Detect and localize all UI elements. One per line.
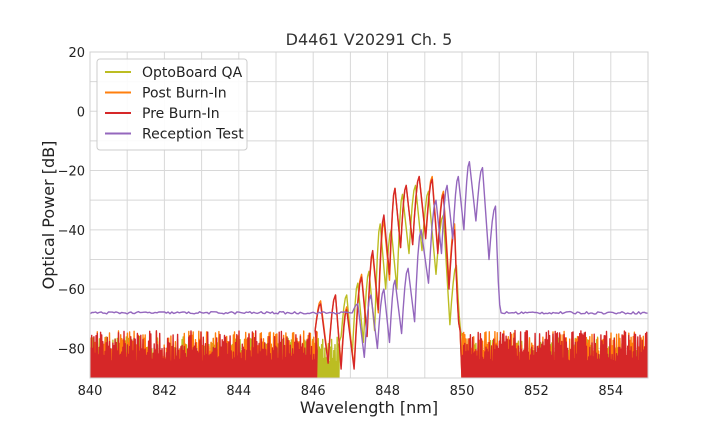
series-layer	[90, 161, 648, 378]
x-tick-labels: 840 842 844 846 848 850 852 854	[78, 384, 624, 399]
y-tick-label: −80	[58, 342, 85, 357]
x-tick-label: 850	[450, 384, 475, 399]
x-tick-label: 842	[152, 384, 177, 399]
y-tick-label: 0	[77, 105, 85, 120]
y-tick-label: −40	[58, 224, 85, 239]
y-tick-label: −20	[58, 165, 85, 180]
x-tick-label: 844	[226, 384, 251, 399]
y-axis-label: Optical Power [dB]	[39, 141, 58, 290]
x-tick-label: 848	[375, 384, 400, 399]
y-tick-label: −60	[58, 283, 85, 298]
x-tick-label: 852	[524, 384, 549, 399]
legend-entry: Post Burn-In	[142, 86, 227, 102]
x-tick-label: 854	[598, 384, 623, 399]
y-tick-label: 20	[68, 46, 85, 61]
legend: OptoBoard QA Post Burn-In Pre Burn-In Recep…	[96, 58, 248, 151]
legend-entry: Pre Burn-In	[142, 106, 220, 122]
series-line-pre-burn-in	[90, 175, 648, 378]
legend-box	[96, 58, 248, 151]
x-tick-label: 840	[78, 384, 103, 399]
plot-frame	[89, 51, 649, 379]
x-tick-label: 846	[301, 384, 326, 399]
legend-entry: Reception Test	[142, 127, 244, 143]
y-tick-labels: 20 0 −20 −40 −60 −80	[58, 46, 85, 357]
chart-title: D4461 V20291 Ch. 5	[286, 30, 453, 49]
legend-entry: OptoBoard QA	[142, 65, 243, 81]
x-axis-label: Wavelength [nm]	[300, 398, 438, 417]
series-line-reception-test	[90, 161, 648, 358]
